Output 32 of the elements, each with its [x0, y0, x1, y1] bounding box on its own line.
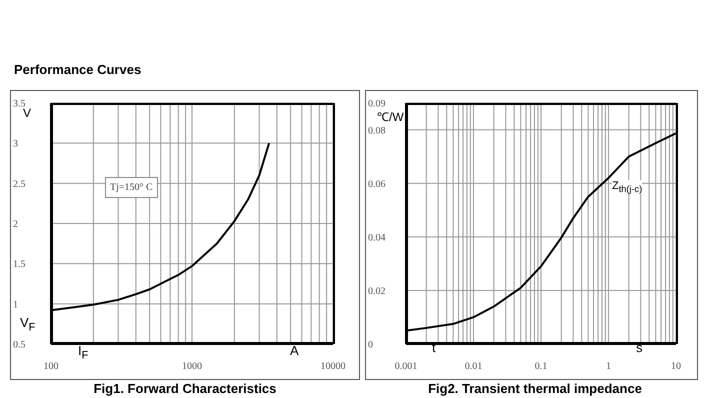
y-tick-label: 2 — [13, 219, 18, 230]
annotation: Tj=150° C — [105, 177, 158, 198]
x-tick-label: 10 — [671, 361, 681, 372]
x-tick-label: 1 — [606, 361, 611, 372]
y-tick-label: 0 — [368, 340, 373, 351]
y-tick-label: 1.5 — [13, 259, 26, 270]
y-tick-label: 3 — [13, 138, 18, 150]
y-tick-label: 3.5 — [13, 98, 26, 110]
x-tick-label: 10000 — [320, 361, 346, 372]
text: Fig1. Forward Characteristics — [94, 381, 276, 396]
series-label: Z$_{th(j-c)}$ — [612, 180, 642, 194]
y-axis-title: V — [23, 106, 32, 120]
y-tick-label: 2.5 — [13, 178, 26, 190]
x-tick-label: 1000 — [182, 361, 202, 372]
text: Performance Curves — [14, 62, 142, 77]
x-tick-label: 0.1 — [534, 361, 548, 372]
x-tick-label: 0.01 — [464, 361, 482, 372]
x-axis-title: A — [290, 343, 299, 358]
y-tick-label: 0.09 — [368, 98, 386, 110]
y-tick-label: 0.06 — [368, 178, 386, 190]
x-axis-title: s — [636, 340, 642, 355]
y-tick-label: 0.5 — [13, 340, 26, 351]
text: V$_{F}$ — [20, 315, 36, 334]
text: Fig2. Transient thermal impedance — [428, 381, 642, 396]
y-axis-title: ℃/W — [377, 109, 404, 125]
x-tick-label: 100 — [44, 361, 58, 372]
y-tick-label: 0.02 — [368, 286, 386, 297]
y-tick-label: 0.04 — [368, 232, 386, 244]
y-tick-label: 1 — [13, 299, 18, 310]
y-tick-label: 0.08 — [368, 125, 386, 136]
x-tick-label: 0.001 — [394, 361, 418, 372]
annotation: I$_{F}$ — [78, 343, 88, 362]
